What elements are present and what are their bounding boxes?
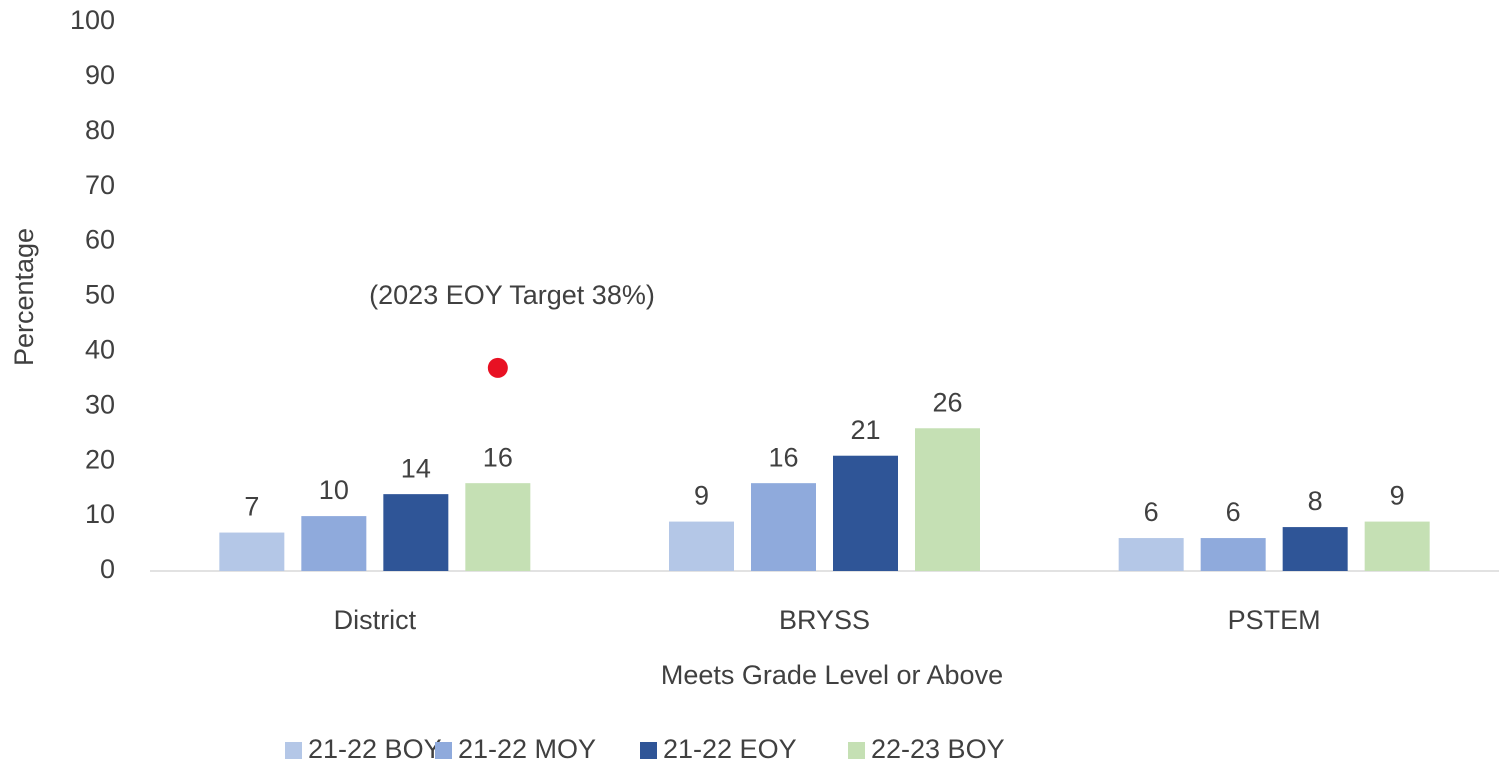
data-label: 16 [768, 442, 798, 472]
bar [1364, 521, 1430, 571]
x-tick-label: District [334, 605, 417, 635]
x-axis-title: Meets Grade Level or Above [661, 660, 1003, 690]
legend-label: 22-23 BOY [871, 734, 1005, 764]
data-label: 10 [319, 475, 349, 505]
legend-swatch [848, 742, 865, 759]
data-label: 16 [483, 442, 513, 472]
data-label: 21 [850, 415, 880, 445]
y-tick-label: 0 [100, 554, 115, 584]
bar [833, 455, 898, 571]
data-label: 8 [1308, 486, 1323, 516]
bar [669, 521, 734, 571]
target-marker [487, 357, 508, 378]
bar [915, 428, 980, 571]
data-label: 9 [1390, 481, 1405, 511]
y-tick-label: 70 [85, 170, 115, 200]
data-label: 7 [244, 492, 259, 522]
bar [219, 532, 285, 571]
bar [1200, 538, 1266, 571]
y-tick-label: 100 [70, 5, 115, 35]
legend-label: 21-22 BOY [308, 734, 442, 764]
x-tick-label: BRYSS [779, 605, 870, 635]
y-tick-label: 40 [85, 335, 115, 365]
bar [301, 516, 367, 571]
x-tick-label: PSTEM [1228, 605, 1321, 635]
y-tick-label: 60 [85, 225, 115, 255]
data-label: 14 [401, 453, 431, 483]
y-tick-label: 80 [85, 115, 115, 145]
bar [1282, 527, 1348, 571]
y-tick-label: 90 [85, 60, 115, 90]
data-label: 6 [1226, 497, 1241, 527]
bar [383, 494, 449, 571]
y-tick-label: 10 [85, 499, 115, 529]
legend-swatch [640, 742, 657, 759]
annotation: (2023 EOY Target 38%) [369, 280, 655, 310]
bar [1118, 538, 1184, 571]
bar [751, 483, 816, 571]
data-label: 6 [1144, 497, 1159, 527]
bar [465, 483, 531, 571]
y-axis-title: Percentage [9, 228, 39, 366]
legend-swatch [285, 742, 302, 759]
legend-label: 21-22 EOY [663, 734, 797, 764]
y-tick-label: 50 [85, 280, 115, 310]
legend-label: 21-22 MOY [458, 734, 596, 764]
y-tick-label: 30 [85, 389, 115, 419]
legend-swatch [435, 742, 452, 759]
y-tick-label: 20 [85, 444, 115, 474]
data-label: 9 [694, 481, 709, 511]
data-label: 26 [932, 387, 962, 417]
